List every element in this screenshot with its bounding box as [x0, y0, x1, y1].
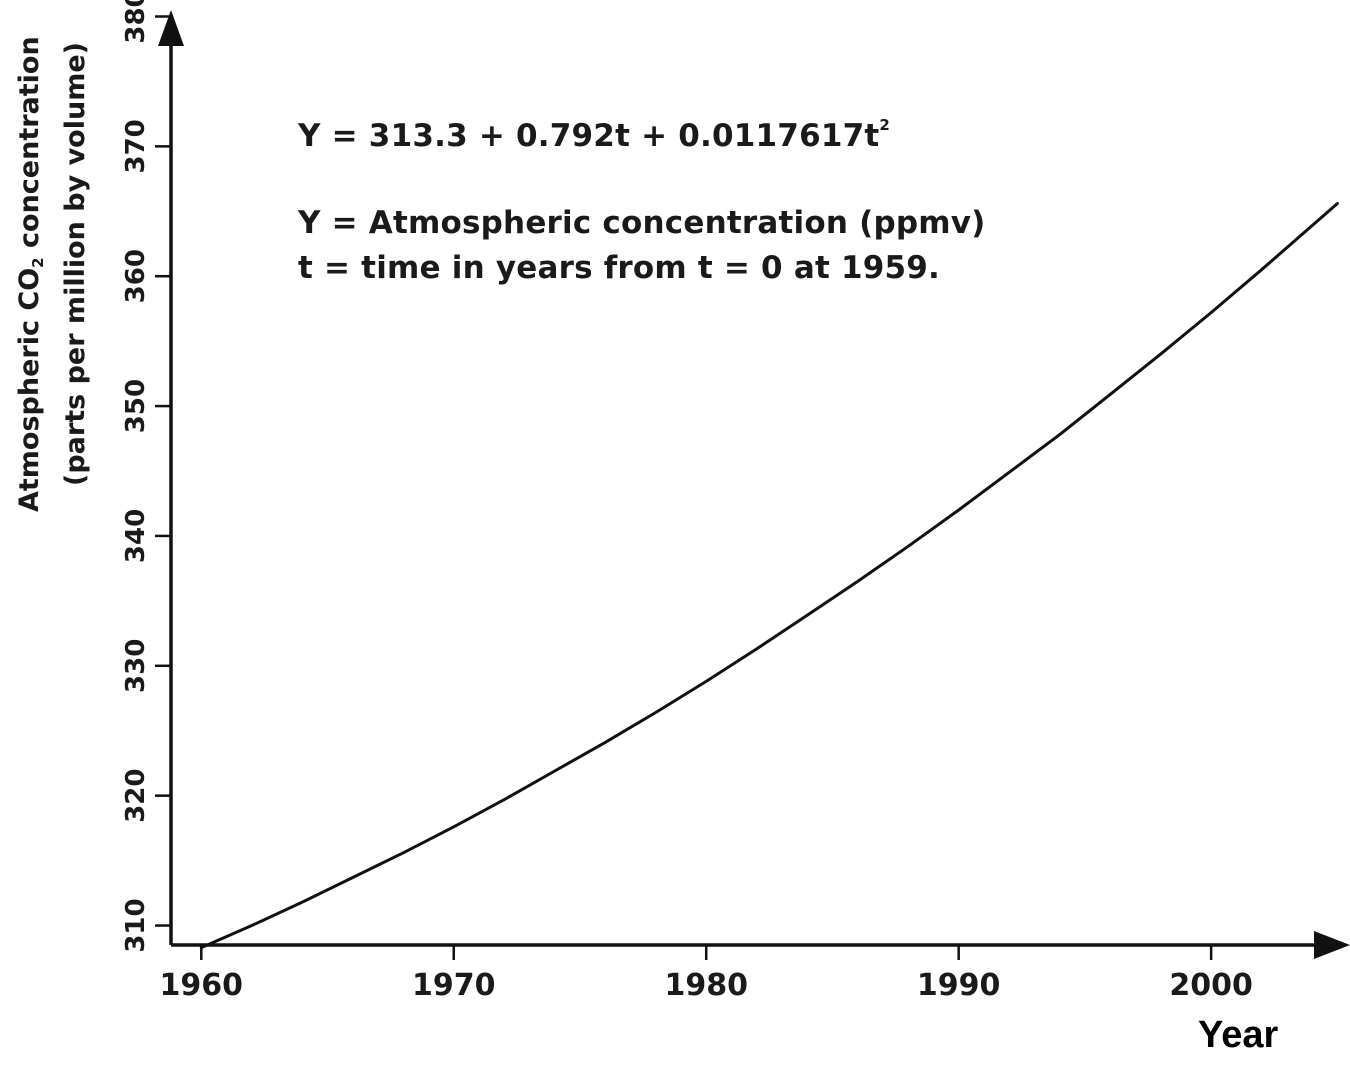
y-axis-label-line1: Atmospheric CO2 concentration: [14, 36, 47, 512]
series-line: [199, 202, 1339, 950]
y-tick-label: 310: [121, 898, 151, 952]
y-tick-label: 370: [121, 119, 151, 173]
x-axis-label: Year: [1198, 1014, 1279, 1056]
series-group: [199, 202, 1339, 950]
y-tick-label: 380: [121, 0, 151, 44]
y-axis-label-suffix: concentration: [14, 36, 45, 258]
equation-exponent: 2: [879, 116, 891, 134]
equation-definition-y: Y = Atmospheric concentration (ppmv): [298, 205, 986, 241]
ticks: 310 320 330 340 350 360 370 380 1960 1970 1980 1990…: [121, 0, 1253, 1003]
x-tick-label: 1960: [160, 968, 244, 1003]
y-tick-label: 350: [121, 379, 151, 433]
x-tick-label: 1980: [664, 968, 748, 1003]
equation-definition-t: t = time in years from t = 0 at 1959.: [298, 250, 941, 286]
x-axis-arrow: [1314, 931, 1350, 959]
y-axis-label: Atmospheric CO2 concentration (parts per…: [10, 36, 110, 520]
y-tick-label: 320: [121, 769, 151, 823]
y-tick-label: 360: [121, 249, 151, 303]
x-tick-label: 1970: [412, 968, 496, 1003]
equation-formula-text: Y = 313.3 + 0.792t + 0.0117617t: [298, 118, 880, 154]
y-axis-label-subscript: 2: [29, 257, 47, 268]
axes: [158, 10, 1350, 959]
equation-formula: Y = 313.3 + 0.792t + 0.0117617t2: [298, 116, 891, 154]
y-axis-arrow: [158, 10, 184, 46]
y-axis-label-prefix: Atmospheric CO: [14, 267, 45, 512]
x-tick-label: 2000: [1169, 968, 1253, 1003]
y-tick-label: 330: [121, 639, 151, 693]
y-axis-label-line2: (parts per million by volume): [60, 42, 91, 486]
y-tick-label: 340: [121, 509, 151, 563]
x-tick-label: 1990: [917, 968, 1001, 1003]
